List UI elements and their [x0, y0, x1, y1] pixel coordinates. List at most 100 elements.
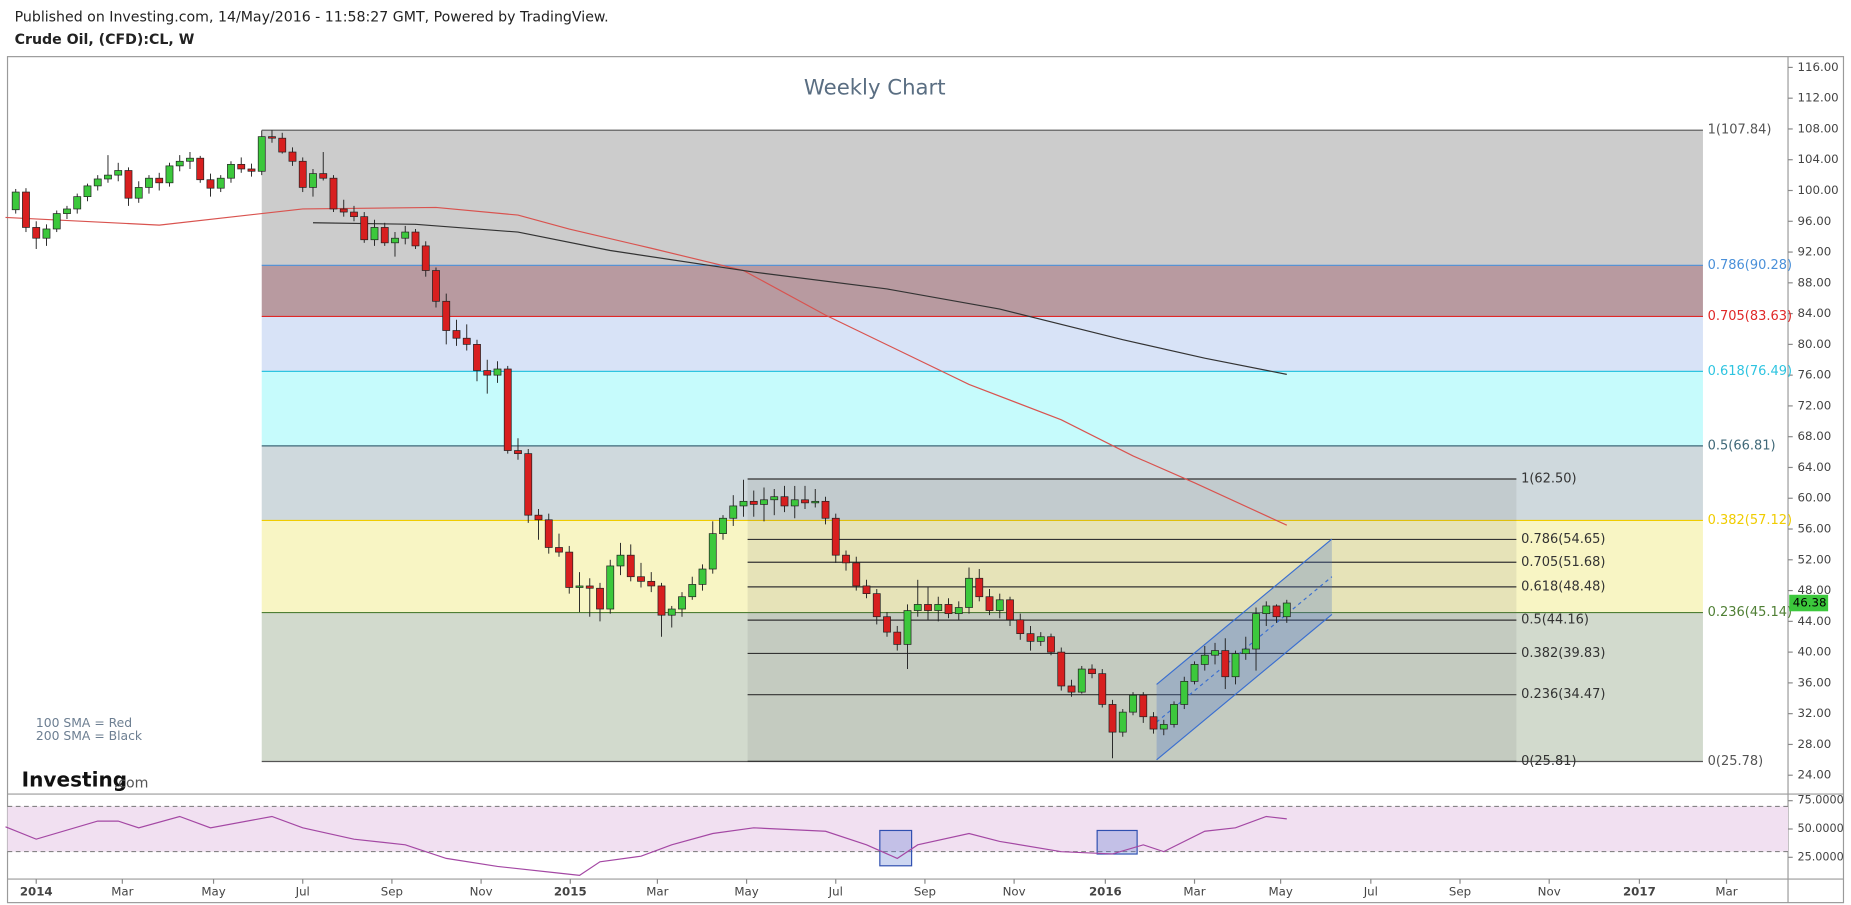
- candle-body: [708, 533, 717, 570]
- candle-body: [913, 604, 922, 611]
- candle-body: [1016, 619, 1025, 635]
- y-tick-label: 56.00: [1797, 522, 1831, 536]
- x-tick-label: Jul: [1363, 885, 1378, 899]
- candle-body: [165, 165, 174, 184]
- candle-body: [831, 517, 840, 556]
- fib-band: [261, 520, 1703, 613]
- candle-body: [370, 227, 379, 241]
- x-tick-label: Sep: [1449, 885, 1471, 899]
- candle-body: [145, 177, 153, 188]
- x-tick-label: May: [201, 885, 225, 899]
- last-price-box: [1789, 594, 1829, 612]
- candle-body: [924, 604, 932, 611]
- y-tick-label: 80.00: [1797, 337, 1831, 351]
- candle-body: [1211, 650, 1219, 656]
- candle-body: [616, 554, 625, 567]
- sma-line: [5, 206, 1288, 526]
- candle-body: [1098, 673, 1107, 705]
- candle-body: [257, 136, 266, 172]
- legend-entry: 200 SMA = Black: [36, 729, 143, 743]
- fib-level-label: 0.382(57.12): [1708, 513, 1792, 528]
- candle-body: [93, 178, 102, 187]
- x-tick-label: Mar: [111, 885, 133, 899]
- candle-body: [1026, 633, 1035, 642]
- candle-body: [985, 596, 994, 611]
- y-tick-label: 76.00: [1797, 368, 1831, 382]
- candle-body: [83, 185, 92, 198]
- y-tick-label: 64.00: [1797, 460, 1831, 474]
- candle-body: [391, 237, 399, 244]
- candle-body: [514, 450, 522, 454]
- candle-body: [606, 565, 615, 610]
- plot-layer: 24.00 28.00 32.00 36.00 40.00 44.00 48.00 52.00…: [5, 60, 1844, 899]
- candle-body: [452, 330, 461, 339]
- candle-body: [729, 505, 738, 519]
- candle-body: [1088, 668, 1096, 675]
- fib-level-label: 0(25.78): [1708, 754, 1764, 769]
- sma-line: [312, 222, 1287, 375]
- y-tick-label: 52.00: [1797, 552, 1831, 566]
- candle-body: [1057, 651, 1066, 687]
- x-tick-label: Jul: [828, 885, 843, 899]
- candle-body: [954, 607, 963, 615]
- candle-body: [319, 173, 328, 179]
- candle-body: [739, 500, 748, 507]
- candle-body: [1252, 613, 1260, 650]
- candle-body: [975, 577, 984, 598]
- x-tick-label: May: [1268, 885, 1292, 899]
- fib-band: [261, 265, 1703, 317]
- candle-body: [114, 170, 123, 176]
- fib-level-label: 1(62.50): [1521, 472, 1577, 487]
- indicator-y-tick-label: 75.0000: [1797, 794, 1843, 807]
- candle-body: [380, 227, 389, 244]
- candle-body: [134, 187, 143, 199]
- fib-level-label: 0.5(44.16): [1521, 613, 1589, 628]
- indicator-line: [5, 815, 1287, 876]
- candle-body: [1272, 605, 1281, 618]
- x-tick-label: Jul: [295, 885, 310, 899]
- candle-body: [278, 137, 287, 153]
- x-tick-label: May: [734, 885, 758, 899]
- symbol-title: Crude Oil, (CFD):CL, W: [15, 32, 195, 48]
- candle-body: [206, 179, 215, 189]
- candle-body: [657, 585, 666, 616]
- candle-body: [1282, 602, 1291, 618]
- candle-body: [155, 177, 164, 184]
- candle-body: [811, 500, 820, 504]
- fib-level-label: 0.5(66.81): [1708, 438, 1776, 453]
- candle-body: [42, 228, 51, 239]
- candle-body: [216, 177, 225, 189]
- published-note: Published on Investing.com, 14/May/2016 …: [15, 10, 609, 26]
- candle-body: [903, 610, 912, 645]
- fib-level-label: 1(107.84): [1708, 123, 1772, 138]
- candle-body: [801, 499, 809, 504]
- candle-body: [760, 499, 768, 505]
- candle-body: [442, 300, 451, 331]
- indicator-highlight: [1096, 829, 1138, 855]
- candle-body: [1006, 599, 1014, 621]
- x-tick-label: 2014: [20, 885, 53, 899]
- chart-frame: [6, 56, 1845, 904]
- candle-body: [503, 368, 512, 451]
- candle-body: [1118, 711, 1127, 733]
- y-tick-label: 32.00: [1797, 706, 1831, 720]
- candle-body: [1180, 680, 1189, 705]
- y-tick-label: 96.00: [1797, 214, 1831, 228]
- legend-entry: 100 SMA = Red: [36, 716, 132, 730]
- y-tick-label: 36.00: [1797, 675, 1831, 689]
- candle-body: [288, 151, 297, 162]
- fib-band: [261, 371, 1703, 446]
- candle-body: [1129, 694, 1137, 713]
- last-price-label: 46.38: [1793, 596, 1827, 610]
- x-tick-label: 2017: [1623, 885, 1656, 899]
- y-tick-label: 116.00: [1797, 60, 1838, 74]
- candle-body: [770, 496, 779, 501]
- candle-body: [268, 136, 276, 139]
- candle-body: [124, 170, 133, 199]
- y-tick-label: 44.00: [1797, 614, 1831, 628]
- fib-level-label: 0(25.81): [1521, 754, 1577, 769]
- y-tick-label: 48.00: [1797, 583, 1831, 597]
- y-tick-label: 60.00: [1797, 491, 1831, 505]
